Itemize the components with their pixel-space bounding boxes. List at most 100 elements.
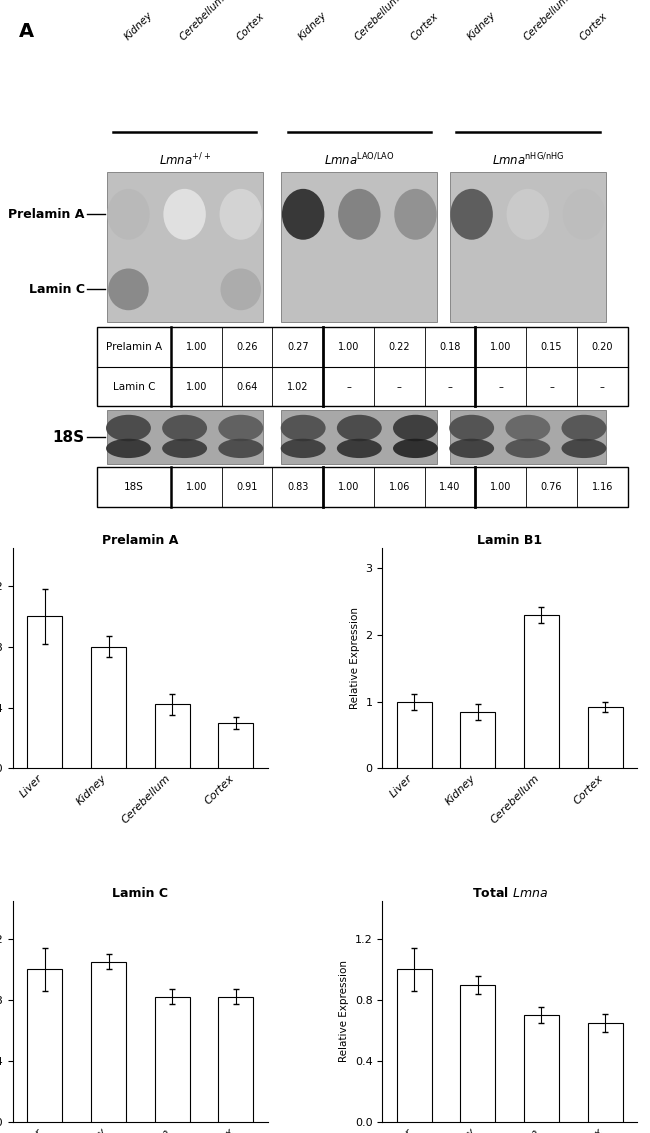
Text: $\mathit{Lmna}$$^{+/+}$: $\mathit{Lmna}$$^{+/+}$ [159,152,211,169]
Ellipse shape [218,415,263,441]
Ellipse shape [163,189,206,240]
Text: 0.83: 0.83 [287,482,309,492]
Bar [27,970,62,1122]
Ellipse shape [106,415,151,441]
Text: 0.15: 0.15 [541,342,562,352]
Text: –: – [396,382,402,392]
Text: 0.76: 0.76 [541,482,562,492]
Text: Kidney: Kidney [297,10,329,42]
Bar [524,1015,559,1122]
Text: 1.00: 1.00 [338,482,359,492]
Text: $\mathit{Lmna}$$^{\mathrm{LAO/LAO}}$: $\mathit{Lmna}$$^{\mathrm{LAO/LAO}}$ [324,152,395,169]
Text: Cortex: Cortex [235,11,266,42]
Text: 1.00: 1.00 [185,382,207,392]
Ellipse shape [337,415,382,441]
Ellipse shape [162,415,207,441]
Text: 1.00: 1.00 [185,482,207,492]
Ellipse shape [449,415,494,441]
Ellipse shape [393,415,438,441]
Text: Cerebellum: Cerebellum [353,0,402,42]
Text: Cerebellum: Cerebellum [178,0,228,42]
Text: 0.18: 0.18 [439,342,461,352]
Ellipse shape [282,189,324,240]
Text: 1.00: 1.00 [338,342,359,352]
Text: 1.00: 1.00 [490,482,512,492]
Text: 0.26: 0.26 [236,342,258,352]
Bar [588,1023,623,1122]
Ellipse shape [162,438,207,458]
Bar [396,970,432,1122]
Title: Prelamin A: Prelamin A [102,534,179,546]
FancyBboxPatch shape [98,327,628,407]
FancyBboxPatch shape [107,172,263,323]
Ellipse shape [450,189,493,240]
Bar [460,712,495,768]
Bar [218,997,254,1122]
Text: Kidney: Kidney [122,10,154,42]
Text: Kidney: Kidney [465,10,497,42]
Ellipse shape [220,269,261,310]
Text: –: – [499,382,503,392]
Ellipse shape [562,415,606,441]
Ellipse shape [393,438,438,458]
Text: Cerebellum: Cerebellum [521,0,571,42]
FancyBboxPatch shape [107,410,263,463]
Bar [524,614,559,768]
Text: –: – [346,382,351,392]
Text: Lamin C: Lamin C [29,283,84,296]
Ellipse shape [562,438,606,458]
Ellipse shape [449,438,494,458]
Text: 1.00: 1.00 [490,342,512,352]
Text: 18S: 18S [53,429,84,444]
FancyBboxPatch shape [450,172,606,323]
Bar [91,647,126,768]
Text: Lamin C: Lamin C [113,382,155,392]
Bar [218,723,254,768]
Text: B: B [20,551,34,570]
Ellipse shape [505,438,551,458]
Y-axis label: Relative Expression: Relative Expression [339,961,349,1063]
Text: –: – [448,382,452,392]
Bar [155,705,190,768]
FancyBboxPatch shape [450,410,606,463]
Text: Cortex: Cortex [410,11,441,42]
Text: Prelamin A: Prelamin A [8,207,85,221]
Text: Cortex: Cortex [578,11,609,42]
Bar [27,616,62,768]
Ellipse shape [281,438,326,458]
Bar [91,962,126,1122]
Text: 18S: 18S [124,482,144,492]
Text: –: – [549,382,554,392]
Bar [155,997,190,1122]
Bar [588,707,623,768]
Title: Total $\mathit{Lmna}$: Total $\mathit{Lmna}$ [472,886,548,900]
Ellipse shape [281,415,326,441]
Text: 1.02: 1.02 [287,382,309,392]
Ellipse shape [505,415,551,441]
Ellipse shape [506,189,549,240]
Text: 0.22: 0.22 [389,342,410,352]
Text: 1.00: 1.00 [185,342,207,352]
Text: 0.20: 0.20 [592,342,613,352]
Text: –: – [600,382,604,392]
FancyBboxPatch shape [98,467,628,506]
Ellipse shape [220,189,262,240]
Title: Lamin C: Lamin C [112,887,168,900]
Text: 1.40: 1.40 [439,482,461,492]
Text: $\mathit{Lmna}$$^{\mathrm{nHG/nHG}}$: $\mathit{Lmna}$$^{\mathrm{nHG/nHG}}$ [491,152,564,169]
Text: 0.91: 0.91 [237,482,257,492]
Ellipse shape [337,438,382,458]
Bar [460,985,495,1122]
Text: 1.16: 1.16 [592,482,613,492]
FancyBboxPatch shape [281,172,437,323]
Y-axis label: Relative Expression: Relative Expression [350,607,360,709]
Text: 0.64: 0.64 [237,382,257,392]
Ellipse shape [563,189,605,240]
Title: Lamin B1: Lamin B1 [477,534,542,546]
Ellipse shape [108,269,149,310]
Text: Prelamin A: Prelamin A [106,342,162,352]
Ellipse shape [107,189,150,240]
Ellipse shape [106,438,151,458]
Bar [396,701,432,768]
Ellipse shape [338,189,380,240]
